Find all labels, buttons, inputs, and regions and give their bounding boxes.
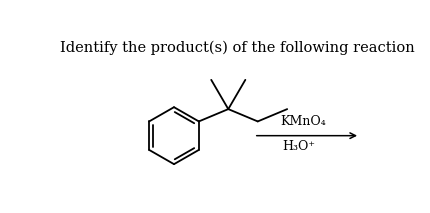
Text: Identify the product(s) of the following reaction: Identify the product(s) of the following… [60,41,414,55]
Text: H₃O⁺: H₃O⁺ [282,140,315,153]
Text: KMnO₄: KMnO₄ [280,115,325,128]
